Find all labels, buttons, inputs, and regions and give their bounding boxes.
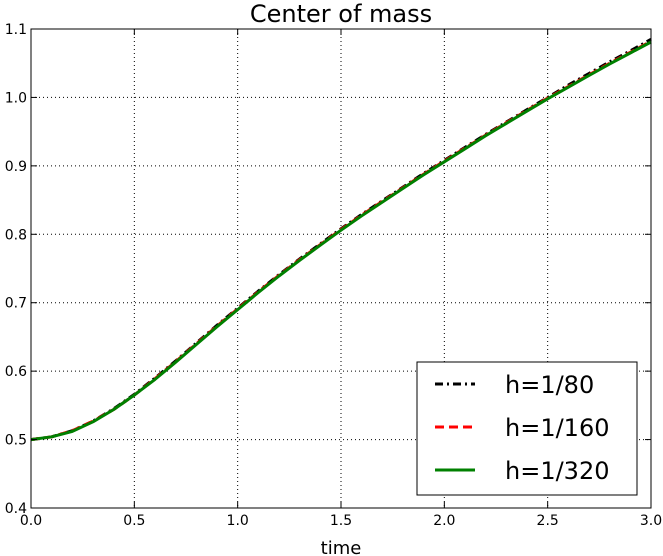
y-tick-label: 0.6 bbox=[5, 364, 27, 380]
y-tick-label: 0.9 bbox=[5, 159, 27, 175]
series-line-3 bbox=[30, 40, 652, 442]
axis-ticks: 0.0 0.5 1.0 1.5 2.0 2.5 3.0 0.4 0.5 0.6 0.7 0.8 0.9 1… bbox=[5, 22, 662, 529]
y-tick-label: 0.7 bbox=[5, 296, 27, 312]
chart-title: Center of mass bbox=[250, 0, 432, 28]
x-tick-label: 2.0 bbox=[433, 513, 455, 529]
x-axis-title: time bbox=[321, 538, 362, 556]
x-tick-label: 1.5 bbox=[330, 513, 352, 529]
y-tick-label: 0.4 bbox=[5, 501, 27, 517]
x-tick-label: 2.5 bbox=[537, 513, 559, 529]
plot-lines bbox=[30, 37, 652, 442]
x-tick-label: 0.5 bbox=[123, 513, 145, 529]
x-tick-label: 3.0 bbox=[640, 513, 662, 529]
y-tick-label: 1.1 bbox=[5, 22, 27, 38]
legend-label-3: h=1/320 bbox=[505, 457, 609, 485]
y-tick-label: 1.0 bbox=[5, 90, 27, 106]
x-tick-label: 0.0 bbox=[20, 513, 42, 529]
legend: h=1/80 h=1/160 h=1/320 bbox=[416, 361, 638, 496]
legend-label-1: h=1/80 bbox=[505, 371, 594, 399]
y-tick-label: 0.5 bbox=[5, 433, 27, 449]
legend-label-2: h=1/160 bbox=[505, 414, 609, 442]
y-tick-label: 0.8 bbox=[5, 227, 27, 243]
x-tick-label: 1.0 bbox=[227, 513, 249, 529]
